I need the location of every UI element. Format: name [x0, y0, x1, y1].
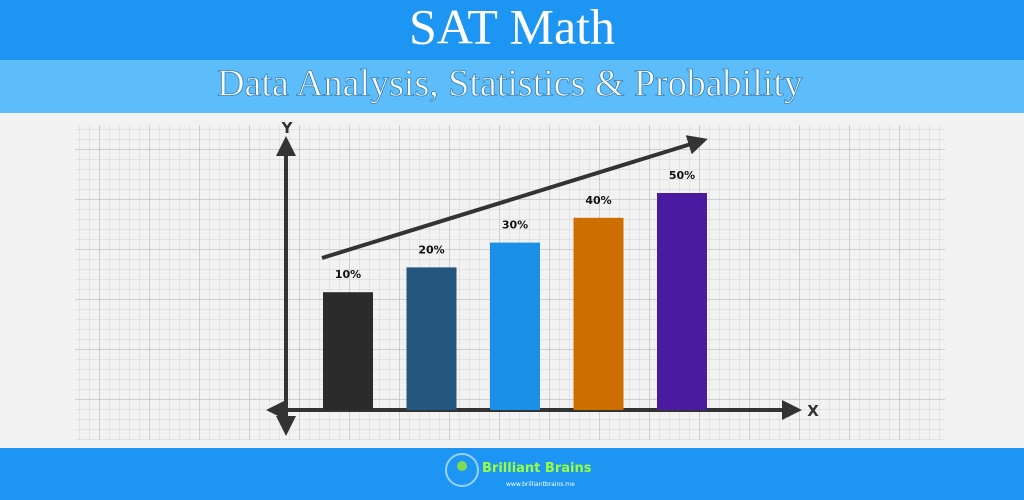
bar — [573, 217, 624, 410]
brand: Brilliant Brains — [482, 461, 592, 476]
value-label: 40% — [585, 194, 611, 207]
logo: Brilliant Brains www.brilliantbrains.me — [445, 453, 592, 488]
value-label: 30% — [502, 219, 528, 232]
value-label: 50% — [669, 169, 695, 182]
subtitle: Data Analysis, Statistics & Probability — [217, 63, 803, 105]
brand-url: www.brilliantbrains.me — [506, 481, 575, 488]
y-axis-label: Y — [281, 119, 294, 137]
title: SAT Math — [409, 0, 615, 54]
footer-bar — [0, 448, 1024, 500]
x-axis-label: X — [807, 402, 819, 420]
value-label: 10% — [335, 268, 361, 281]
title-bar — [0, 0, 1024, 60]
bar — [406, 267, 457, 410]
bar — [323, 292, 373, 410]
bar — [490, 242, 540, 410]
trend-arrow — [321, 135, 708, 260]
value-label: 20% — [418, 243, 444, 256]
subtitle-bar — [0, 60, 1024, 113]
bar — [657, 193, 707, 410]
